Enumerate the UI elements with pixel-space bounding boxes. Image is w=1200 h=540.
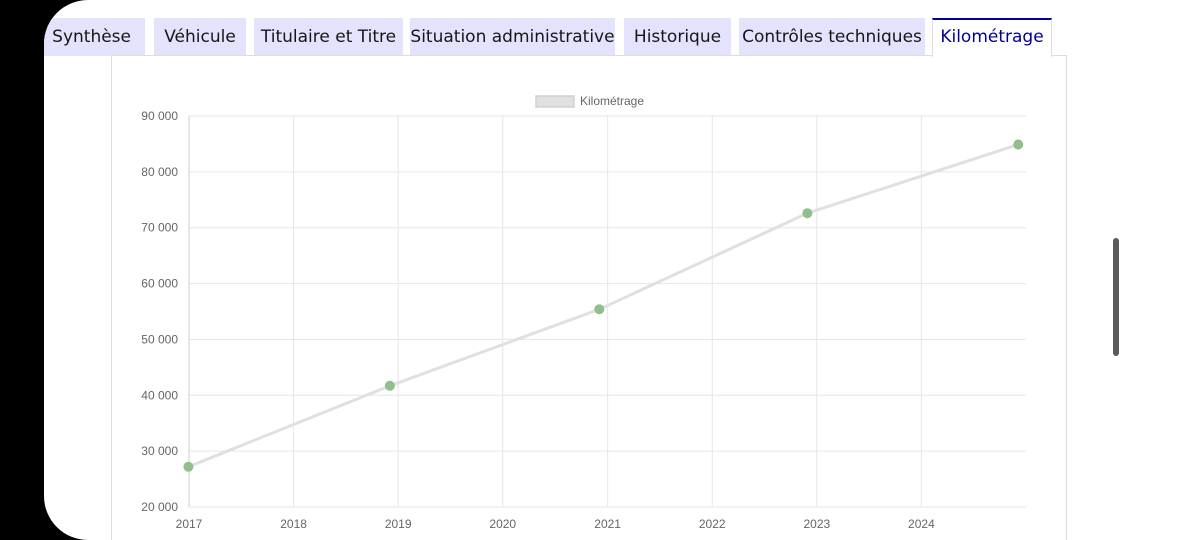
data-point	[384, 380, 395, 391]
tab-synthese[interactable]: Synthèse	[44, 18, 145, 56]
series-line	[187, 143, 1019, 469]
data-point	[183, 461, 194, 472]
tab-vehicule[interactable]: Véhicule	[154, 18, 246, 56]
rounded-square-icon	[1153, 260, 1179, 286]
tab-historique[interactable]: Historique	[624, 18, 731, 56]
data-point	[594, 304, 605, 315]
x-tick-label: 2019	[385, 517, 412, 531]
x-tick-label: 2024	[908, 517, 935, 531]
y-tick-label: 60 000	[141, 277, 178, 291]
x-tick-label: 2018	[280, 517, 307, 531]
y-tick-label: 70 000	[141, 221, 178, 235]
tab-kilometrage[interactable]: Kilométrage	[932, 18, 1052, 57]
three-bars-icon	[1155, 412, 1177, 436]
app-screen: Synthèse Véhicule Titulaire et Titre Sit…	[44, 0, 1200, 540]
scrollbar-thumb[interactable]	[1113, 238, 1119, 356]
y-tick-label: 50 000	[141, 332, 178, 346]
tab-controles-techniques[interactable]: Contrôles techniques	[739, 18, 925, 56]
x-tick-label: 2023	[803, 517, 830, 531]
x-tick-label: 2022	[699, 517, 726, 531]
x-tick-label: 2017	[176, 517, 203, 531]
system-back-button[interactable]	[1150, 106, 1182, 138]
tab-titulaire-et-titre[interactable]: Titulaire et Titre	[254, 18, 403, 56]
x-tick-label: 2020	[489, 517, 516, 531]
data-point	[1013, 139, 1024, 150]
kilometrage-chart: 20 000 30 000 40 000 50 000 60 000 70 000 80 0…	[141, 94, 1026, 531]
y-tick-label: 30 000	[141, 444, 178, 458]
chevron-left-icon	[1157, 109, 1172, 135]
y-tick-label: 80 000	[141, 165, 178, 179]
legend-swatch	[535, 95, 575, 108]
y-tick-label: 40 000	[141, 388, 178, 402]
data-point	[802, 208, 813, 219]
y-tick-label: 90 000	[141, 109, 178, 123]
tab-bar: Synthèse Véhicule Titulaire et Titre Sit…	[44, 0, 1200, 57]
y-tick-label: 20 000	[141, 500, 178, 514]
tab-situation-administrative[interactable]: Situation administrative	[410, 18, 615, 56]
system-home-button[interactable]	[1148, 255, 1184, 291]
system-recents-button[interactable]	[1148, 406, 1184, 442]
legend-label: Kilométrage	[580, 94, 644, 108]
x-tick-label: 2021	[594, 517, 621, 531]
kilometrage-panel	[111, 55, 1067, 540]
